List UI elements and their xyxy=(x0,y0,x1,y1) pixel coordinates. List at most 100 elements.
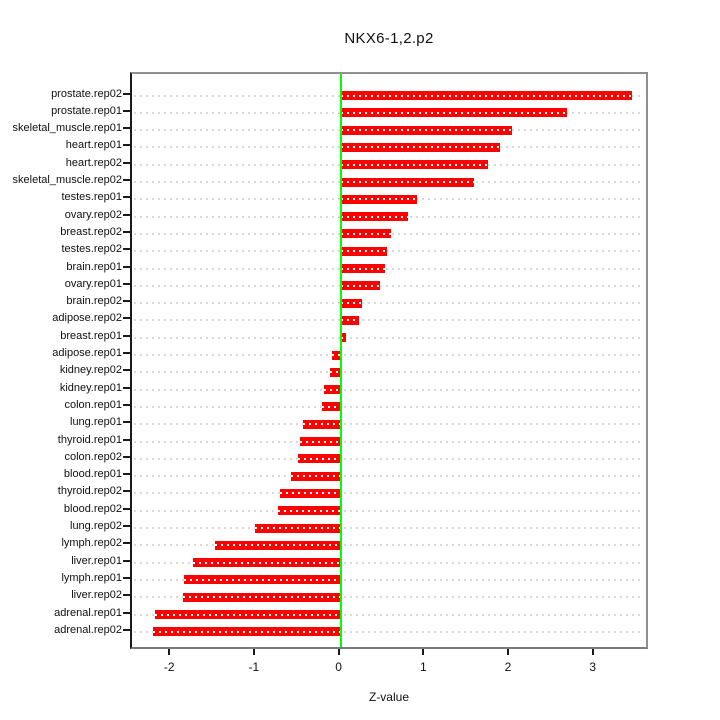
y-tick xyxy=(123,109,130,112)
bar xyxy=(340,333,346,343)
y-tick xyxy=(123,421,130,424)
y-tick xyxy=(123,317,130,320)
y-tick xyxy=(123,265,130,268)
y-axis-label: lymph.rep02 xyxy=(61,537,122,550)
x-tick xyxy=(168,649,171,655)
bar xyxy=(332,350,341,360)
x-tick-label: 0 xyxy=(335,660,342,674)
bar-inner-dots xyxy=(291,475,341,478)
y-axis-label: colon.rep01 xyxy=(64,398,123,411)
bar-inner-dots xyxy=(340,129,512,132)
y-tick xyxy=(123,438,130,441)
y-axis-label: liver.rep01 xyxy=(71,554,122,567)
bar-inner-dots xyxy=(155,613,341,616)
bar-inner-dots xyxy=(340,111,567,114)
y-tick xyxy=(123,628,130,631)
x-tick-label: 2 xyxy=(504,660,512,674)
bar xyxy=(183,575,341,585)
y-tick xyxy=(123,352,130,354)
x-tick-label: -2 xyxy=(163,660,175,674)
bar xyxy=(340,298,362,308)
y-tick xyxy=(123,230,130,233)
y-axis-label: liver.rep02 xyxy=(71,589,122,602)
gridline xyxy=(134,319,644,322)
bar xyxy=(329,367,341,377)
bar-inner-dots xyxy=(298,457,341,460)
y-axis-label: thyroid.rep01 xyxy=(57,433,122,446)
gridline xyxy=(134,354,644,356)
y-axis-label: adipose.rep01 xyxy=(52,347,122,359)
y-axis-label: lung.rep02 xyxy=(70,520,122,532)
bar xyxy=(340,194,417,204)
bar-inner-dots xyxy=(340,94,632,97)
bar xyxy=(321,402,341,412)
x-tick-label: -1 xyxy=(248,660,260,674)
y-axis-label: adipose.rep02 xyxy=(52,312,122,325)
y-tick xyxy=(123,611,130,614)
y-tick xyxy=(123,144,130,147)
gridline xyxy=(134,336,644,339)
y-axis-label: ovary.rep01 xyxy=(64,277,122,290)
bar-inner-dots xyxy=(340,215,409,218)
y-axis-label: adrenal.rep02 xyxy=(54,623,122,636)
bar xyxy=(183,592,341,602)
y-tick xyxy=(123,282,130,285)
gridline xyxy=(134,457,644,460)
x-tick xyxy=(252,649,255,655)
zero-line xyxy=(339,74,342,647)
gridline xyxy=(134,388,644,391)
x-tick xyxy=(507,649,509,655)
bar xyxy=(340,281,381,291)
y-tick xyxy=(123,179,130,181)
y-tick xyxy=(123,334,130,337)
bar-inner-dots xyxy=(340,198,417,201)
bar xyxy=(340,264,385,273)
gridline xyxy=(134,371,644,374)
bar xyxy=(340,125,512,135)
y-axis-label: skeletal_muscle.rep02 xyxy=(12,174,122,186)
bar-inner-dots xyxy=(153,630,341,633)
x-tick xyxy=(337,649,340,655)
y-tick xyxy=(123,248,130,251)
bar-inner-dots xyxy=(255,527,341,529)
bar-inner-dots xyxy=(277,509,341,512)
y-tick xyxy=(123,403,130,406)
y-tick xyxy=(123,559,130,562)
y-axis-label: heart.rep02 xyxy=(65,156,122,169)
bar-inner-dots xyxy=(303,423,341,426)
y-tick xyxy=(123,161,130,164)
gridline xyxy=(134,405,644,408)
gridline xyxy=(134,613,644,616)
y-axis-label: skeletal_muscle.rep01 xyxy=(12,122,122,135)
y-axis-label: testes.rep02 xyxy=(61,243,122,256)
bar-inner-dots xyxy=(332,354,341,356)
y-tick xyxy=(123,213,130,216)
x-tick-label: 1 xyxy=(419,660,427,674)
bar xyxy=(340,246,388,256)
y-axis-label: testes.rep01 xyxy=(61,191,122,204)
bar-inner-dots xyxy=(340,267,385,270)
bar xyxy=(340,177,475,187)
bar-inner-dots xyxy=(340,250,388,253)
y-axis-label: adrenal.rep01 xyxy=(54,606,122,619)
bar xyxy=(340,108,567,118)
y-axis-label: ovary.rep02 xyxy=(64,208,122,221)
gridline xyxy=(134,250,644,253)
x-tick xyxy=(422,649,425,655)
bar-inner-dots xyxy=(215,544,341,547)
gridline xyxy=(134,578,644,581)
y-tick xyxy=(123,490,130,493)
y-axis-label: prostate.rep02 xyxy=(51,87,122,100)
x-tick-label: 3 xyxy=(589,660,597,674)
gridline xyxy=(134,596,644,599)
x-tick xyxy=(591,649,594,655)
bar-inner-dots xyxy=(340,302,362,305)
y-tick xyxy=(123,127,130,130)
y-tick xyxy=(123,369,130,372)
y-axis-label: breast.rep01 xyxy=(60,329,122,342)
bar xyxy=(277,506,341,516)
plot-area xyxy=(130,72,648,649)
bar-inner-dots xyxy=(323,388,341,391)
chart-title: NKX6-1,2.p2 xyxy=(344,30,434,47)
